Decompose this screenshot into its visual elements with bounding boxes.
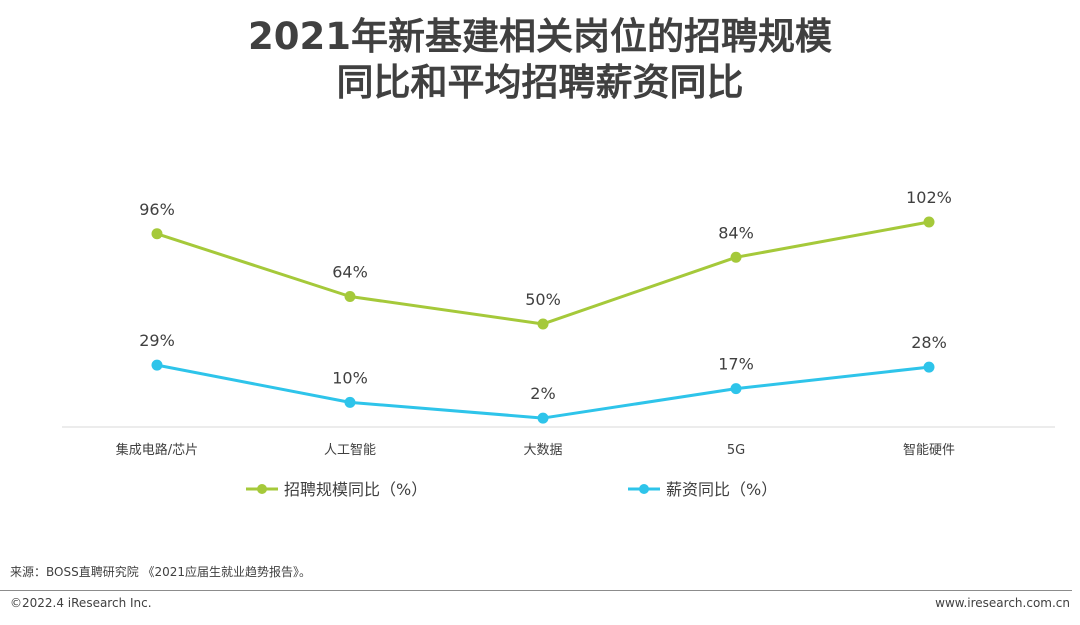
x-tick-label: 大数据 xyxy=(523,443,562,458)
x-tick-label: 集成电路/芯片 xyxy=(116,442,198,458)
chart-title-line-2: 同比和平均招聘薪资同比 xyxy=(336,61,744,104)
data-point xyxy=(344,396,356,408)
legend-label: 招聘规模同比（%） xyxy=(284,480,427,499)
line-chart: 集成电路/芯片 人工智能 大数据 5G 智能硬件 96% 64% 50% 84% 102% 29% 1… xyxy=(62,188,1055,499)
x-tick-label: 人工智能 xyxy=(324,443,376,458)
data-point xyxy=(151,228,163,240)
data-label: 64% xyxy=(332,263,368,282)
data-point xyxy=(537,412,549,424)
x-tick-label: 智能硬件 xyxy=(903,443,955,458)
data-label: 50% xyxy=(525,290,561,309)
data-point xyxy=(730,251,742,263)
data-point xyxy=(923,361,935,373)
data-label: 2% xyxy=(530,384,555,403)
data-point xyxy=(730,383,742,395)
chart-title: 2021年新基建相关岗位的招聘规模 同比和平均招聘薪资同比 xyxy=(0,14,1080,106)
copyright: ©2022.4 iResearch Inc. xyxy=(10,596,152,610)
legend-label: 薪资同比（%） xyxy=(666,480,777,499)
data-label: 96% xyxy=(139,200,175,219)
data-label: 17% xyxy=(718,355,754,374)
data-label: 84% xyxy=(718,223,754,242)
footer-divider xyxy=(0,590,1072,591)
data-label: 102% xyxy=(906,188,952,207)
data-label: 28% xyxy=(911,333,947,352)
legend-swatch-marker xyxy=(257,484,267,494)
chart-title-line-1: 2021年新基建相关岗位的招聘规模 xyxy=(248,15,832,58)
data-label: 10% xyxy=(332,368,368,387)
website-url: www.iresearch.com.cn xyxy=(935,596,1070,610)
data-point xyxy=(537,318,549,330)
data-point xyxy=(923,216,935,228)
data-point xyxy=(344,291,356,303)
x-tick-label: 5G xyxy=(727,443,745,458)
data-point xyxy=(151,359,163,371)
source-note: 来源：BOSS直聘研究院 《2021应届生就业趋势报告》。 xyxy=(10,565,312,579)
data-label: 29% xyxy=(139,331,175,350)
legend-swatch-marker xyxy=(639,484,649,494)
